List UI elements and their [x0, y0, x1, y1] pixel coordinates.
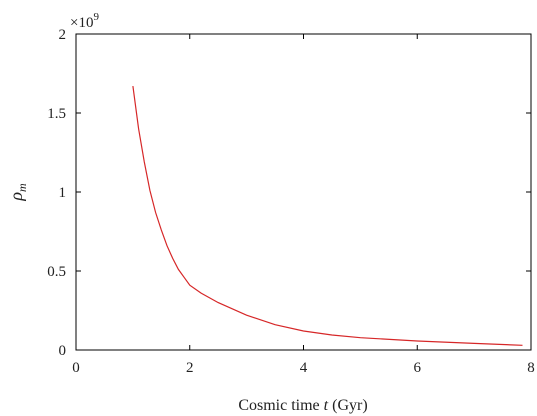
x-tick-label-3: 6 — [414, 360, 422, 376]
y-tick-label-1: 0.5 — [47, 264, 66, 280]
y-tick-label-4: 2 — [59, 27, 67, 43]
y-axis-label: ρm — [6, 183, 29, 202]
x-tick-label-0: 0 — [72, 360, 80, 376]
x-tick-label-1: 2 — [186, 360, 194, 376]
plot-frame — [75, 33, 532, 351]
series-line-0 — [132, 86, 523, 346]
y-tick-label-3: 1.5 — [47, 106, 66, 122]
x-tick-label-2: 4 — [300, 360, 308, 376]
y-tick-label-2: 1 — [59, 185, 67, 201]
y-multiplier-exponent: 9 — [93, 11, 99, 23]
x-tick-label-4: 8 — [527, 360, 535, 376]
y-tick-label-0: 0 — [59, 343, 67, 359]
x-axis-label: Cosmic time t (Gyr) — [238, 397, 367, 414]
ticks — [75, 33, 532, 351]
y-multiplier: ×109 — [70, 11, 99, 31]
tick-labels: 0 2 4 6 8 0 0.5 1 1.5 2 — [47, 27, 535, 376]
